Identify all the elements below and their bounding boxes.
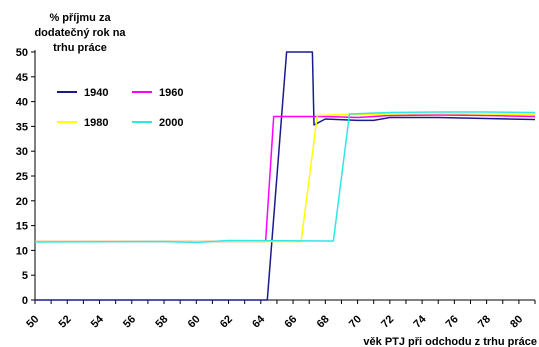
y-tick-label: 35 bbox=[16, 121, 28, 133]
x-tick-label: 60 bbox=[186, 313, 203, 330]
x-tick-label: 74 bbox=[411, 313, 429, 331]
x-tick-label: 56 bbox=[121, 313, 138, 330]
y-tick-label: 15 bbox=[16, 221, 28, 233]
x-tick-label: 66 bbox=[282, 313, 299, 330]
legend-label-1960: 1960 bbox=[159, 87, 183, 99]
x-tick-label: 80 bbox=[508, 313, 525, 330]
series-line-2000 bbox=[34, 111, 536, 244]
x-tick-label: 76 bbox=[444, 313, 461, 330]
y-tick-label: 10 bbox=[16, 245, 28, 257]
x-axis-ticks: 50 52 54 56 58 60 62 64 66 68 70 72 74 76 78 80 bbox=[24, 300, 536, 331]
y-tick-label: 30 bbox=[16, 146, 28, 158]
y-axis-title-line-2: dodatečný rok na bbox=[34, 27, 126, 39]
y-axis-title: % příjmu za dodatečný rok na trhu práce bbox=[34, 12, 126, 54]
x-tick-label: 70 bbox=[347, 313, 364, 330]
y-tick-label: 0 bbox=[22, 295, 28, 307]
x-tick-label: 78 bbox=[476, 313, 493, 330]
plot-area bbox=[34, 50, 535, 301]
series-line-1980 bbox=[35, 112, 536, 243]
x-tick-label: 52 bbox=[57, 313, 74, 330]
x-tick-label: 54 bbox=[89, 313, 107, 331]
legend-label-2000: 2000 bbox=[159, 117, 183, 129]
series-line-1940 bbox=[35, 51, 536, 301]
x-tick-label: 62 bbox=[218, 313, 235, 330]
x-tick-label: 58 bbox=[153, 313, 170, 330]
y-tick-label: 5 bbox=[22, 270, 28, 282]
y-tick-label: 45 bbox=[16, 72, 28, 84]
legend: 1940 1960 1980 2000 bbox=[57, 87, 183, 129]
series-lines bbox=[34, 51, 536, 301]
x-tick-label: 50 bbox=[24, 313, 41, 330]
legend-label-1980: 1980 bbox=[84, 117, 108, 129]
x-axis-title: věk PTJ při odchodu z trhu práce bbox=[363, 336, 537, 347]
y-tick-label: 20 bbox=[16, 196, 28, 208]
legend-label-1940: 1940 bbox=[84, 87, 108, 99]
x-tick-label: 68 bbox=[315, 313, 332, 330]
y-axis-ticks: 0 5 10 15 20 25 30 35 40 45 50 bbox=[16, 47, 35, 307]
y-axis-title-line-1: % příjmu za bbox=[49, 12, 111, 24]
y-tick-label: 25 bbox=[16, 171, 28, 183]
series-line-1960 bbox=[35, 114, 536, 243]
y-tick-label: 50 bbox=[16, 47, 28, 59]
x-tick-label: 72 bbox=[379, 313, 396, 330]
x-tick-label: 64 bbox=[250, 313, 268, 331]
y-tick-label: 40 bbox=[16, 97, 28, 109]
y-axis-title-line-3: trhu práce bbox=[53, 42, 107, 54]
